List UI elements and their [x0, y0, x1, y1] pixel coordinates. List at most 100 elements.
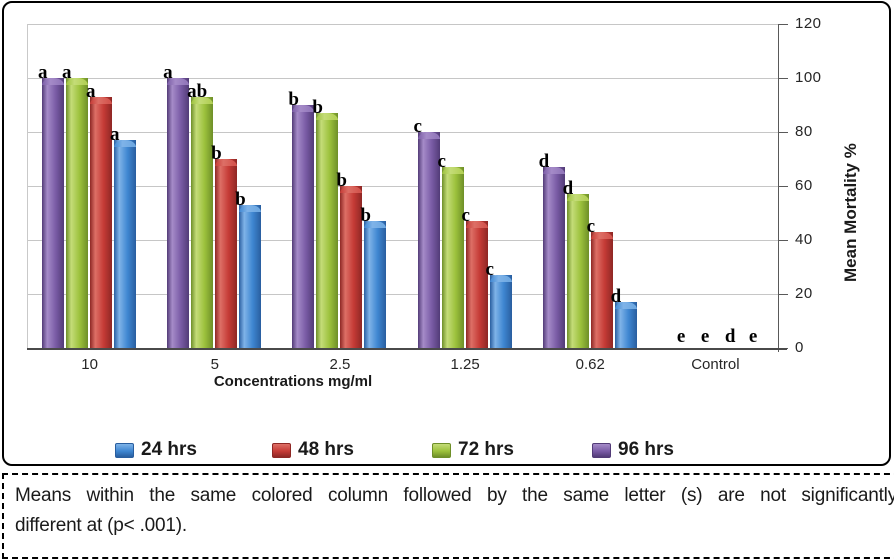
y-tick-label-20: 20	[795, 285, 813, 302]
bar-72-hrs-1.25	[441, 167, 464, 348]
x-tick-label-0: 10	[81, 356, 98, 373]
y-tick-label-120: 120	[795, 15, 822, 32]
mortality-bar-chart: 0 20 40 60 80 100 120 10 5 2.5 1.25 0.62 Control a a b c…	[2, 1, 891, 466]
bar-48-hrs-5	[215, 159, 238, 348]
legend-item-48-hrs: 48 hrs	[272, 439, 354, 461]
bar-48-hrs-1.25	[465, 221, 488, 348]
bar-top-cap	[66, 78, 88, 85]
legend-swatch-icon	[592, 442, 611, 458]
x-tick-label-3: 1.25	[450, 356, 480, 373]
bar-top-cap	[417, 132, 440, 139]
sig-letter: a	[110, 124, 120, 146]
y-tick-label-60: 60	[795, 177, 813, 194]
sig-letter: c	[586, 215, 596, 237]
bar-top-cap	[90, 96, 112, 104]
bar-top-cap	[167, 78, 190, 85]
y-tick-100	[778, 78, 788, 79]
bar-24-hrs-2.5	[364, 221, 387, 348]
grid-line-60	[27, 186, 778, 187]
bar-top-cap	[191, 96, 214, 104]
sig-letter: b	[235, 188, 246, 210]
x-axis-title: Concentrations mg/ml	[213, 373, 373, 390]
bar-top-cap	[542, 167, 565, 175]
bar-24-hrs-0.62	[614, 302, 637, 348]
bar-96-hrs-5	[167, 78, 190, 348]
sig-letter: a	[38, 62, 48, 83]
sig-letter: d	[562, 178, 574, 200]
bar-top-cap	[590, 231, 613, 239]
y-tick-120	[778, 24, 788, 25]
sig-letter: ab	[187, 80, 208, 102]
bar-96-hrs-10	[42, 78, 64, 348]
sig-letter: e	[676, 326, 686, 347]
sig-letter: b	[288, 89, 299, 110]
bar-top-cap	[566, 194, 589, 202]
bar-top-cap	[364, 221, 387, 229]
bar-48-hrs-10	[90, 96, 112, 348]
bar-top-cap	[465, 221, 488, 229]
sig-letter: b	[360, 205, 371, 227]
sig-letter: d	[610, 286, 622, 308]
grid-line-100	[27, 78, 778, 79]
y-tick-label-100: 100	[795, 69, 822, 86]
grid-line-120	[27, 24, 778, 25]
sig-letter: b	[312, 97, 323, 119]
x-tick-label-1: 5	[210, 356, 219, 373]
bar-24-hrs-1.25	[489, 275, 512, 348]
bar-96-hrs-1.25	[417, 132, 440, 348]
caption-box: Means within the same colored column fol…	[2, 473, 894, 559]
y-tick-label-40: 40	[795, 231, 813, 248]
sig-letter: c	[461, 205, 470, 227]
x-tick-label-2: 2.5	[329, 356, 351, 373]
sig-letter: c	[413, 116, 422, 137]
bar-top-cap	[441, 167, 464, 175]
x-tick-label-5: Control	[691, 356, 740, 373]
bar-top-cap	[292, 105, 315, 112]
y-tick-80	[778, 132, 788, 133]
y-tick-20	[778, 294, 788, 295]
bar-top-cap	[316, 113, 339, 121]
sig-letter: c	[485, 259, 494, 281]
legend-item-72-hrs: 72 hrs	[432, 439, 514, 461]
legend-swatch-icon	[432, 442, 451, 458]
legend-swatch-icon	[115, 442, 134, 458]
y-tick-label-80: 80	[795, 123, 813, 140]
grid-line-20	[27, 294, 778, 295]
bar-72-hrs-2.5	[316, 113, 339, 348]
bar-top-cap	[489, 275, 512, 283]
sig-letter: b	[211, 143, 222, 164]
plot-left-edge	[27, 24, 28, 348]
bar-72-hrs-0.62	[566, 194, 589, 348]
sig-letter: d	[724, 326, 736, 347]
sig-letter: d	[538, 151, 550, 173]
y-tick-60	[778, 186, 788, 187]
bar-top-cap	[215, 159, 238, 166]
bar-48-hrs-2.5	[340, 186, 363, 348]
sig-letter: a	[86, 80, 96, 102]
grid-line-80	[27, 132, 778, 133]
sig-letter: e	[700, 326, 710, 347]
sig-letter: c	[437, 151, 446, 173]
sig-letter: a	[163, 62, 173, 83]
legend-label: 96 hrs	[618, 439, 674, 460]
legend-label: 24 hrs	[141, 439, 197, 460]
y-axis-line	[778, 24, 779, 352]
bar-top-cap	[42, 78, 64, 85]
bar-72-hrs-10	[66, 78, 88, 348]
bar-24-hrs-5	[239, 204, 262, 348]
bar-top-cap	[340, 186, 363, 193]
bar-72-hrs-5	[191, 96, 214, 348]
bar-24-hrs-10	[114, 140, 136, 348]
y-tick-label-0: 0	[795, 339, 804, 356]
y-tick-40	[778, 240, 788, 241]
legend-label: 48 hrs	[298, 439, 354, 460]
bar-96-hrs-2.5	[292, 105, 315, 348]
y-axis-title: Mean Mortality %	[841, 143, 860, 282]
bar-48-hrs-0.62	[590, 231, 613, 348]
legend-label: 72 hrs	[458, 439, 514, 460]
caption-line-2: different at (p< .001).	[15, 515, 187, 536]
x-axis-line	[27, 348, 787, 350]
legend-item-96-hrs: 96 hrs	[592, 439, 674, 461]
bar-96-hrs-0.62	[542, 167, 565, 348]
